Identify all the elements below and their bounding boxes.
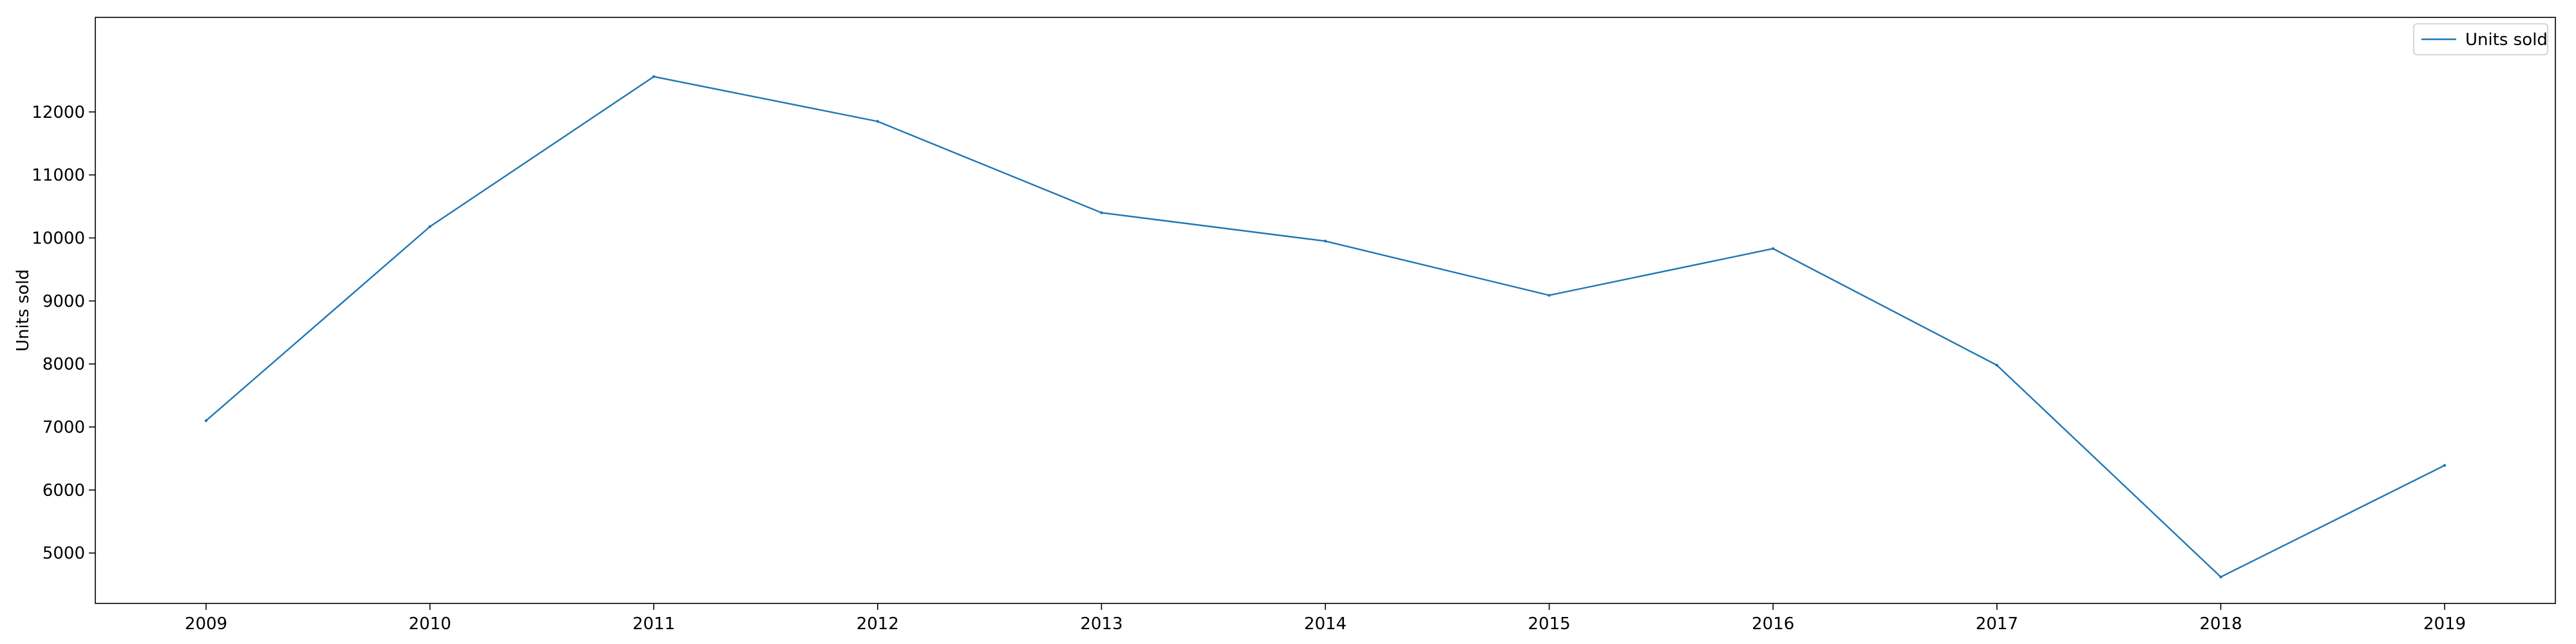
data-point — [652, 75, 656, 79]
y-tick-label: 6000 — [43, 481, 85, 500]
data-point — [204, 419, 208, 422]
y-tick-label: 9000 — [43, 292, 85, 311]
data-point — [2443, 464, 2447, 467]
data-point — [1772, 247, 1775, 251]
x-tick-label: 2016 — [1752, 614, 1794, 634]
data-point — [1323, 240, 1327, 243]
y-axis-ticks: 5000 6000 7000 8000 9000 10000 11000 12000 — [32, 103, 95, 564]
x-axis-ticks: 2009 2010 2011 2012 2013 2014 2015 2016 2017 2018… — [185, 603, 2466, 634]
y-tick-label: 12000 — [32, 103, 85, 122]
data-point — [2219, 575, 2222, 579]
data-point — [1995, 363, 1998, 367]
x-tick-label: 2017 — [1976, 614, 2018, 634]
x-tick-label: 2010 — [409, 614, 451, 634]
plot-area — [95, 17, 2556, 604]
legend-box — [2413, 23, 2548, 55]
x-tick-label: 2018 — [2199, 614, 2242, 634]
data-point — [1548, 294, 1551, 297]
y-tick-label: 7000 — [43, 418, 85, 437]
y-tick-label: 11000 — [32, 166, 85, 185]
data-point — [876, 120, 880, 123]
series-layer — [204, 75, 2447, 579]
y-axis-label: Units sold — [14, 269, 33, 352]
x-tick-label: 2013 — [1080, 614, 1122, 634]
x-tick-label: 2015 — [1528, 614, 1571, 634]
data-point — [428, 225, 431, 229]
x-tick-label: 2014 — [1304, 614, 1347, 634]
x-tick-label: 2011 — [632, 614, 675, 634]
x-tick-label: 2012 — [857, 614, 899, 634]
legend-label: Units sold — [2465, 30, 2548, 50]
y-tick-label: 5000 — [43, 544, 85, 564]
y-tick-label: 10000 — [32, 229, 85, 248]
y-tick-label: 8000 — [43, 355, 85, 374]
x-tick-label: 2009 — [185, 614, 227, 634]
legend: Units sold — [2413, 23, 2548, 55]
data-point — [1100, 211, 1103, 214]
x-tick-label: 2019 — [2423, 614, 2466, 634]
